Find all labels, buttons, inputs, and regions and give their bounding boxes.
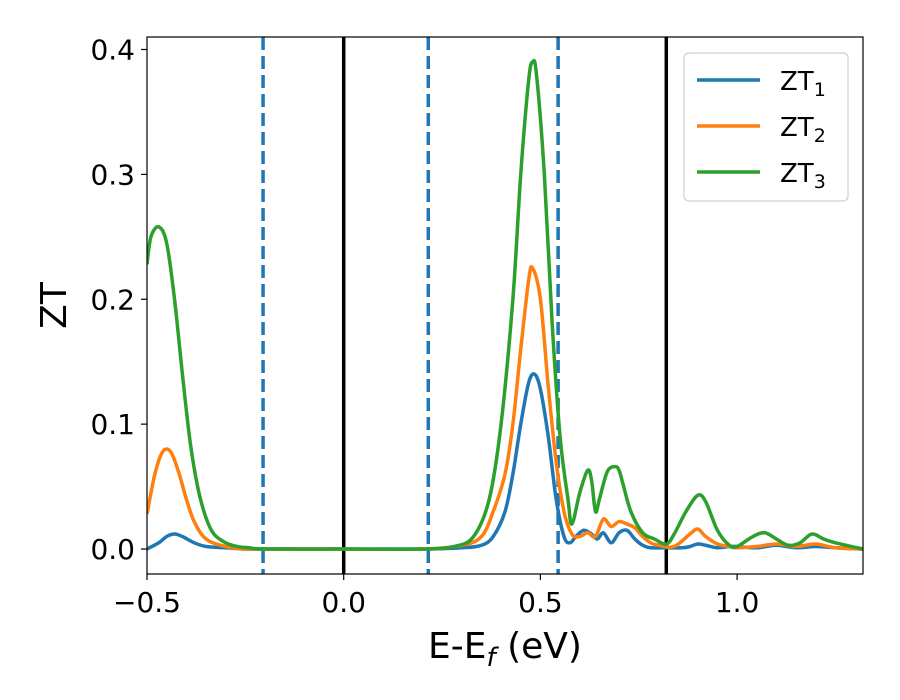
x-tick-label: 1.0 bbox=[715, 586, 760, 619]
legend: ZT1 ZT2 ZT3 bbox=[683, 52, 849, 202]
x-tick-label: 0.0 bbox=[321, 586, 366, 619]
x-axis-label-main: E-E bbox=[428, 626, 486, 667]
x-axis: −0.5 0.0 0.5 1.0 bbox=[113, 574, 759, 619]
y-tick-label: 0.2 bbox=[90, 283, 135, 316]
x-axis-label-suffix: (eV) bbox=[496, 626, 582, 667]
plot-frame bbox=[146, 36, 864, 575]
x-tick-label: −0.5 bbox=[113, 586, 181, 619]
legend-label-zt3: ZT3 bbox=[780, 159, 826, 193]
y-axis: 0.0 0.1 0.2 0.3 0.4 bbox=[90, 33, 147, 566]
legend-label-zt1: ZT1 bbox=[780, 67, 826, 101]
series-line-zt3 bbox=[147, 58, 863, 551]
series-lines bbox=[147, 58, 863, 552]
y-tick-label: 0.0 bbox=[90, 533, 135, 566]
legend-label-zt2: ZT2 bbox=[780, 113, 826, 147]
y-tick-label: 0.3 bbox=[90, 158, 135, 191]
series-line-zt2 bbox=[147, 265, 863, 552]
vertical-reference-lines bbox=[261, 37, 669, 574]
x-tick-label: 0.5 bbox=[518, 586, 563, 619]
y-axis-label: ZT bbox=[34, 281, 75, 329]
y-tick-label: 0.4 bbox=[90, 33, 135, 66]
y-tick-label: 0.1 bbox=[90, 408, 135, 441]
legend-box bbox=[683, 52, 849, 202]
x-axis-label: E-Ef (eV) bbox=[428, 626, 582, 673]
